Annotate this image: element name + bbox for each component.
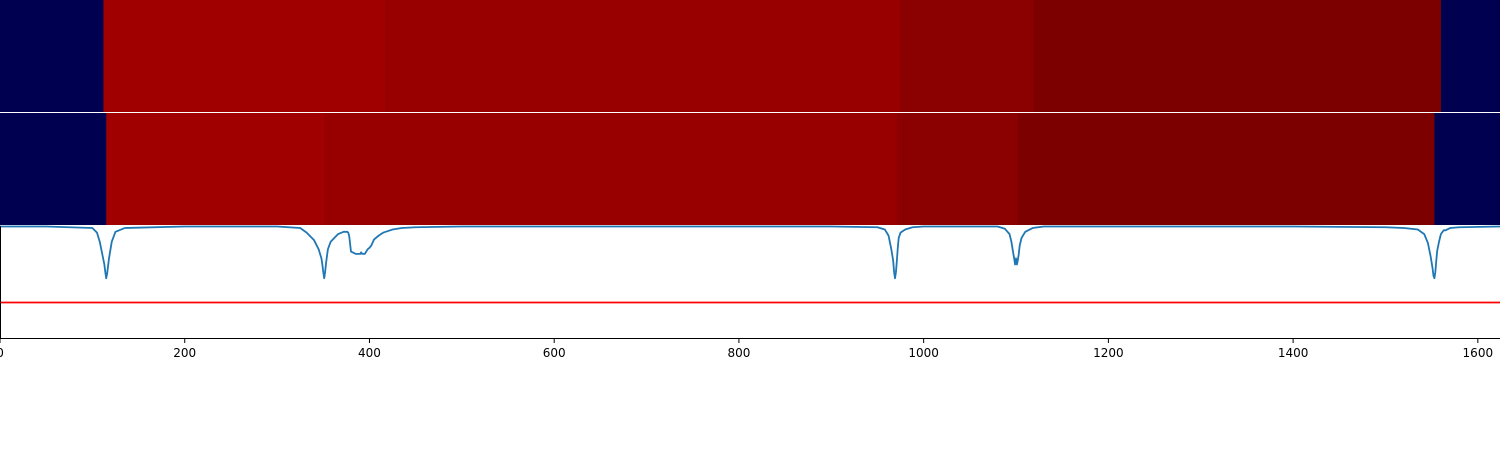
top-bar-segment-2 [385,0,901,112]
middle-bar-segment-2 [324,113,898,225]
x-tick-label-8: 1600 [1463,346,1494,360]
top-bar-segment-1 [103,0,386,112]
x-tick-label-0: 0 [0,346,4,360]
middle-bar-segment-4 [1017,113,1435,225]
middle-bar-segment-3 [896,113,1019,225]
middle-bar-segment-5 [1434,113,1500,225]
x-tick-label-4: 800 [727,346,750,360]
top-bar-segment-4 [1033,0,1442,112]
x-tick-label-5: 1000 [908,346,939,360]
x-tick-label-1: 200 [173,346,196,360]
x-tick-label-3: 600 [543,346,566,360]
top-segmentation-bar [0,0,1500,112]
signal-line [0,225,1500,280]
x-axis: 0 200 400 600 800 1000 1200 1400 1600 [0,338,1494,360]
x-tick-label-7: 1400 [1278,346,1309,360]
middle-bar-segment-0 [0,113,107,225]
signal-panel [0,225,1500,339]
middle-segmentation-bar [0,113,1500,225]
top-bar-segment-0 [0,0,104,112]
middle-bar-segment-1 [106,113,325,225]
x-tick-label-2: 400 [358,346,381,360]
top-bar-segment-5 [1440,0,1500,112]
top-bar-segment-3 [899,0,1035,112]
x-tick-label-6: 1200 [1093,346,1124,360]
